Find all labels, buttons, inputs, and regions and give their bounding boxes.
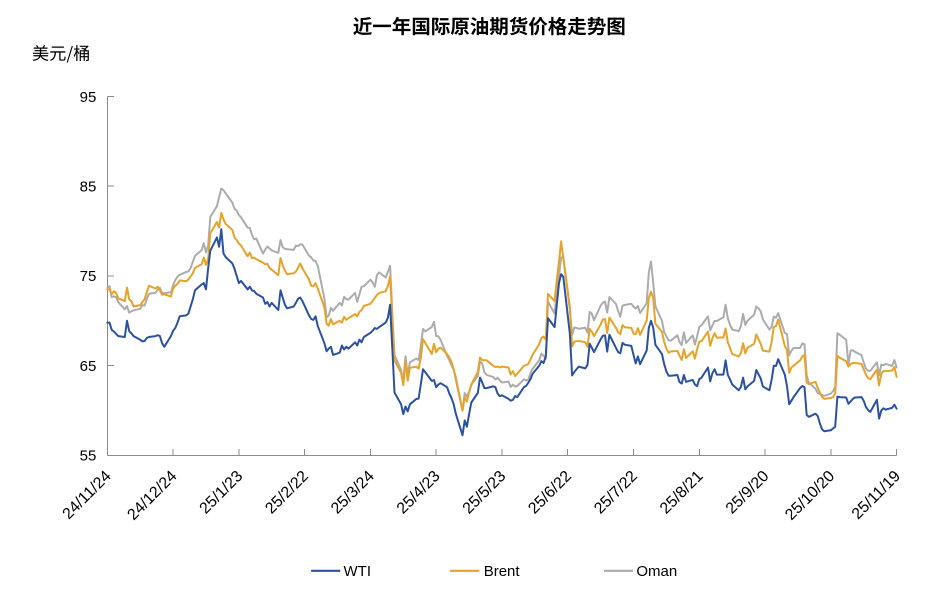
svg-text:75: 75 [80,268,97,285]
svg-text:65: 65 [80,358,97,375]
svg-text:Oman: Oman [636,563,677,580]
svg-text:WTI: WTI [344,563,372,580]
svg-text:55: 55 [80,448,97,465]
svg-text:95: 95 [80,89,97,106]
svg-text:85: 85 [80,179,97,196]
svg-text:Brent: Brent [484,563,521,580]
